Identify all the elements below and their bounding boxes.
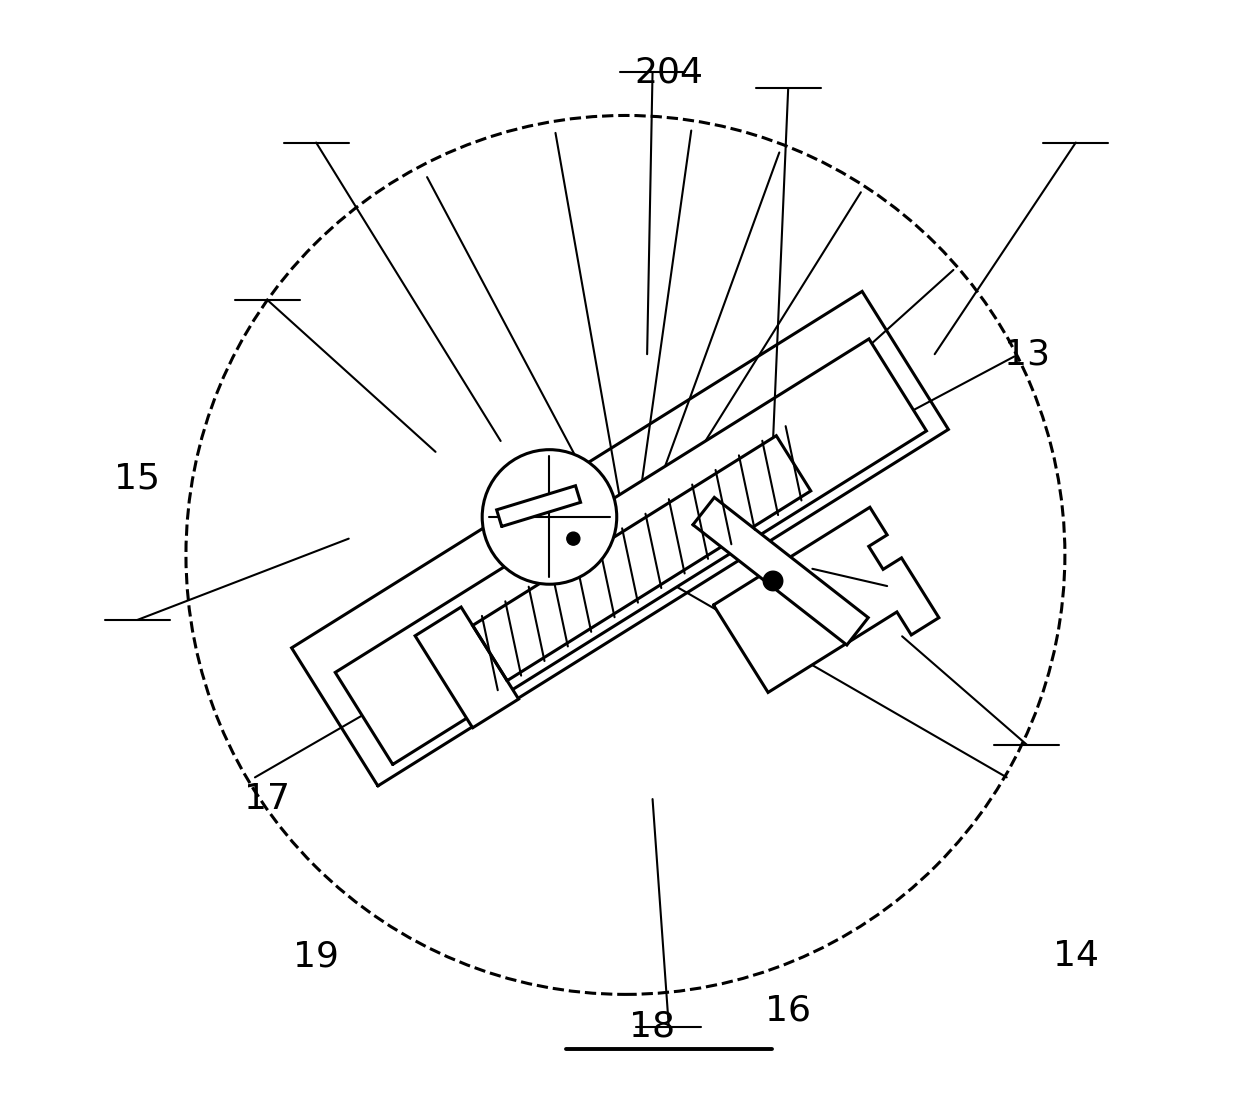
Polygon shape	[291, 291, 949, 786]
Text: 19: 19	[293, 940, 339, 974]
Text: 14: 14	[1053, 940, 1099, 974]
Circle shape	[567, 532, 580, 545]
Polygon shape	[415, 607, 518, 728]
Polygon shape	[693, 498, 868, 645]
Text: 16: 16	[765, 993, 811, 1028]
Text: 15: 15	[114, 462, 160, 496]
Text: 17: 17	[244, 782, 290, 817]
Polygon shape	[472, 435, 811, 680]
Text: 204: 204	[635, 55, 703, 89]
Polygon shape	[497, 486, 580, 526]
Text: 13: 13	[1004, 337, 1050, 371]
Circle shape	[482, 449, 616, 585]
Circle shape	[764, 571, 782, 591]
Polygon shape	[713, 508, 939, 692]
Text: 18: 18	[630, 1010, 676, 1044]
Polygon shape	[335, 338, 926, 765]
